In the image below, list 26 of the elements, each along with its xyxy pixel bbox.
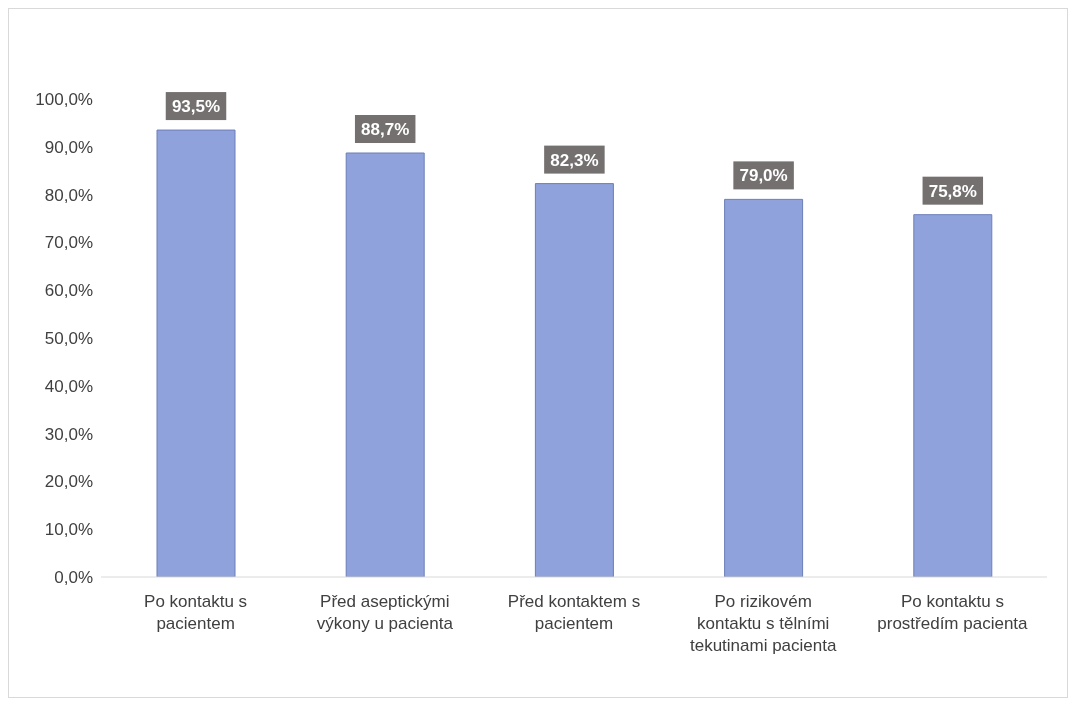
data-label: 82,3% (550, 150, 599, 170)
y-tick-label: 80,0% (44, 185, 93, 205)
data-label: 79,0% (739, 166, 788, 186)
bar (724, 198, 804, 577)
y-tick-label: 20,0% (44, 472, 93, 492)
bar (913, 214, 993, 577)
x-tick-label: Před kontaktem s pacientem (507, 592, 641, 633)
x-tick-label: Před aseptickými výkony u pacienta (316, 592, 454, 633)
x-tick-label: Po rizikovém kontaktu s tělními tekutinami pacienta (689, 592, 837, 655)
y-tick-label: 30,0% (44, 424, 93, 444)
y-tick-label: 40,0% (44, 376, 93, 396)
bar (345, 152, 425, 577)
y-tick-label: 0,0% (54, 568, 93, 588)
data-label: 88,7% (361, 120, 410, 140)
y-tick-label: 50,0% (44, 329, 93, 349)
data-label: 93,5% (171, 97, 221, 117)
x-tick-label: Po kontaktu s prostředím pacienta (877, 592, 1029, 633)
y-tick-label: 90,0% (44, 137, 93, 157)
y-tick-label: 100,0% (35, 90, 93, 110)
bar (534, 183, 614, 577)
data-label: 75,8% (928, 181, 977, 201)
y-tick-label: 60,0% (44, 281, 93, 301)
y-tick-label: 70,0% (44, 233, 93, 253)
x-tick-label: Po kontaktu s pacientem (144, 592, 248, 633)
y-tick-label: 10,0% (44, 520, 93, 540)
bar (156, 129, 236, 577)
